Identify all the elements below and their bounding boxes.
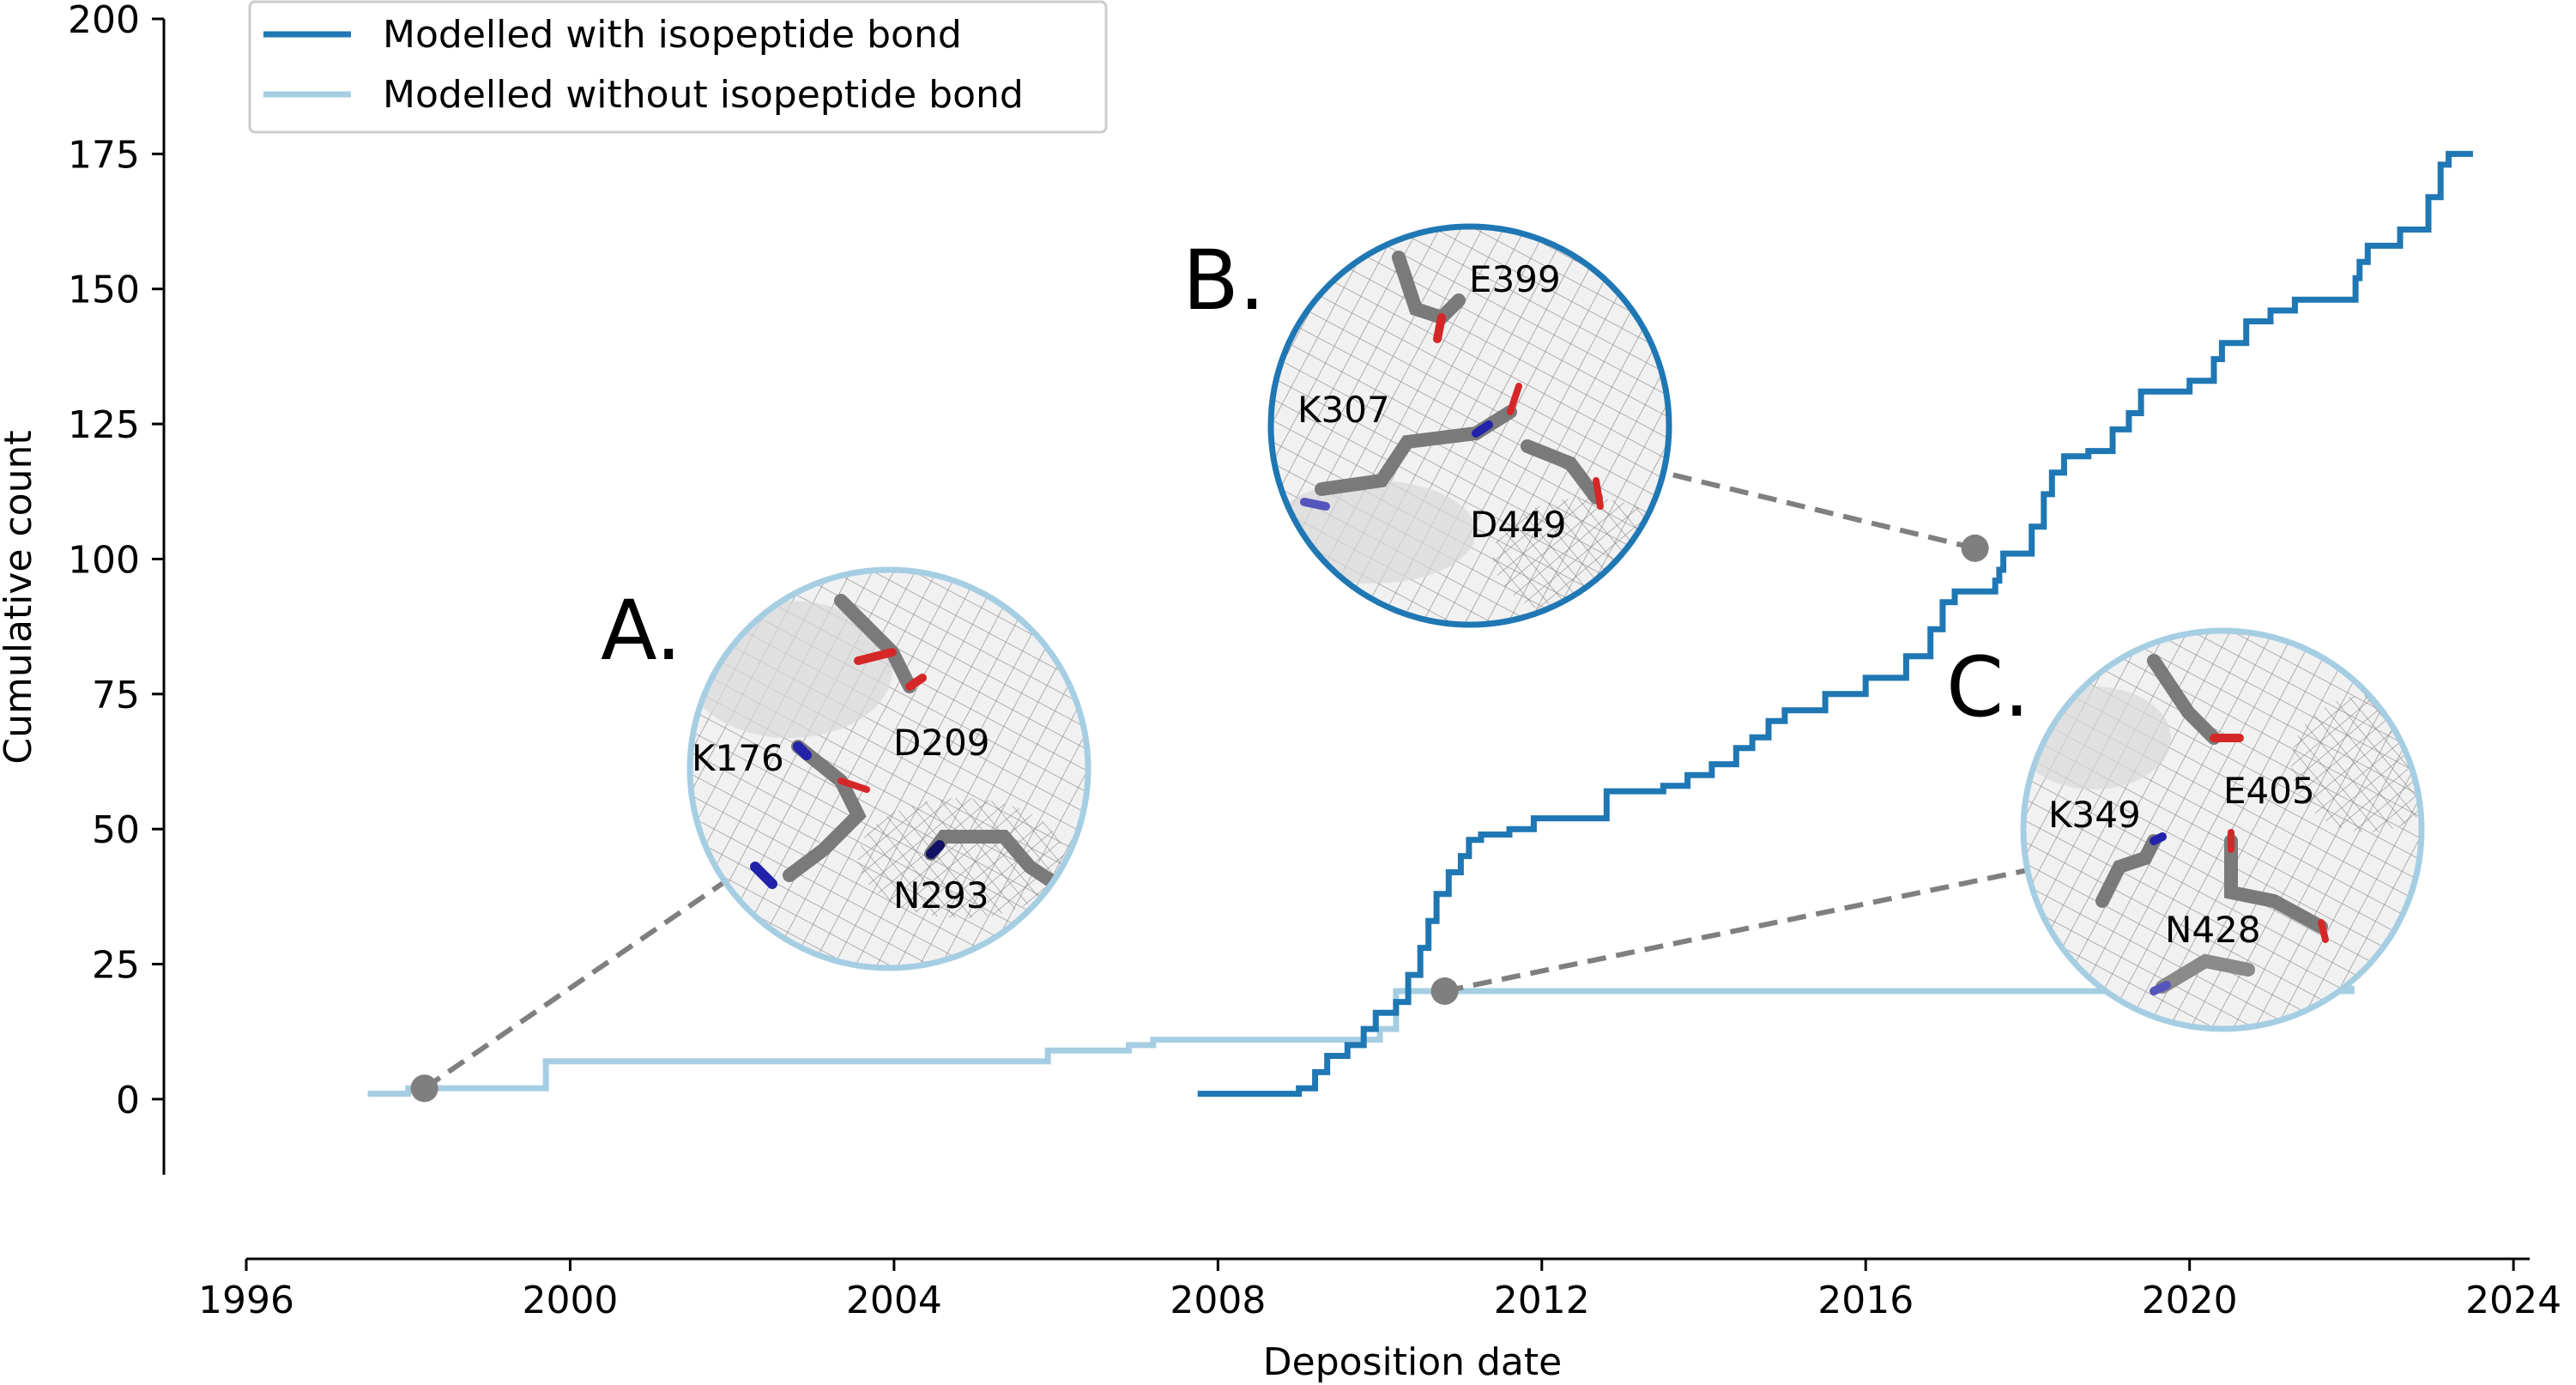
panel-letter-c: C. xyxy=(1946,639,2030,735)
series-line-0 xyxy=(1197,150,2473,1098)
inset-b-density xyxy=(1271,227,1669,625)
legend-frame xyxy=(248,0,1108,134)
y-tick-label: 0 xyxy=(116,1079,140,1122)
y-tick-label: 150 xyxy=(68,269,140,312)
residue-n428: N428 xyxy=(2165,909,2261,951)
panel-letter-b: B. xyxy=(1182,233,1265,329)
inset-a-ring xyxy=(686,566,1091,971)
series-layer xyxy=(367,150,2473,1098)
legend: Modelled with isopeptide bond Modelled w… xyxy=(248,0,1108,134)
x-tick-label: 2004 xyxy=(846,1279,942,1322)
y-ticks: 0 25 50 75 100 125 150 175 200 xyxy=(68,0,164,1122)
legend-label-with: Modelled with isopeptide bond xyxy=(383,13,962,57)
legend-label-without: Modelled without isopeptide bond xyxy=(383,73,1024,117)
residue-e405: E405 xyxy=(2223,770,2315,812)
axes xyxy=(162,19,2530,1261)
x-tick-label: 2024 xyxy=(2465,1279,2561,1322)
residue-k307: K307 xyxy=(1297,389,1390,431)
anchor-dots xyxy=(410,534,1989,1103)
x-tick-label: 2000 xyxy=(522,1279,618,1322)
inset-c: K349 E405 N428 C. xyxy=(1946,627,2425,1032)
anchor-dot-0 xyxy=(410,1074,438,1103)
residue-n293: N293 xyxy=(893,874,989,916)
y-axis-label: Cumulative count xyxy=(0,430,40,764)
y-tick-label: 100 xyxy=(68,538,140,582)
x-tick-label: 2020 xyxy=(2142,1279,2238,1322)
anchor-dot-2 xyxy=(1430,977,1459,1005)
connector-1 xyxy=(1662,469,1976,551)
y-tick-label: 125 xyxy=(68,403,140,447)
connector-0 xyxy=(422,879,727,1091)
x-tick-label: 2012 xyxy=(1494,1279,1590,1322)
inset-b-ring xyxy=(1267,223,1672,628)
anchor-dot-1 xyxy=(1961,534,1989,562)
inset-c-density xyxy=(2023,631,2422,1029)
connector-2 xyxy=(1443,868,2029,994)
residue-d209: D209 xyxy=(893,722,990,764)
x-tick-label: 2016 xyxy=(1817,1279,1914,1322)
x-tick-label: 1996 xyxy=(198,1279,294,1322)
x-axis-label: Deposition date xyxy=(1263,1340,1562,1384)
residue-d449: D449 xyxy=(1470,504,1567,546)
y-tick-label: 200 xyxy=(68,0,140,42)
x-tick-label: 2008 xyxy=(1170,1279,1266,1322)
connectors xyxy=(422,469,2029,1091)
residue-k349: K349 xyxy=(2048,794,2141,836)
inset-a: K176 D209 N293 A. xyxy=(601,566,1091,971)
y-tick-label: 175 xyxy=(68,133,140,177)
y-tick-label: 75 xyxy=(92,674,140,717)
y-tick-label: 25 xyxy=(92,944,140,988)
inset-b: E399 K307 D449 B. xyxy=(1182,223,1672,628)
residue-e399: E399 xyxy=(1469,258,1561,300)
panel-letter-a: A. xyxy=(601,583,682,679)
inset-c-ring xyxy=(2020,627,2425,1032)
x-ticks: 1996 2000 2004 2008 2012 2016 2020 2024 xyxy=(198,1259,2561,1322)
series-line-1 xyxy=(367,985,2355,1098)
y-tick-label: 50 xyxy=(92,808,140,852)
residue-k176: K176 xyxy=(692,737,784,779)
